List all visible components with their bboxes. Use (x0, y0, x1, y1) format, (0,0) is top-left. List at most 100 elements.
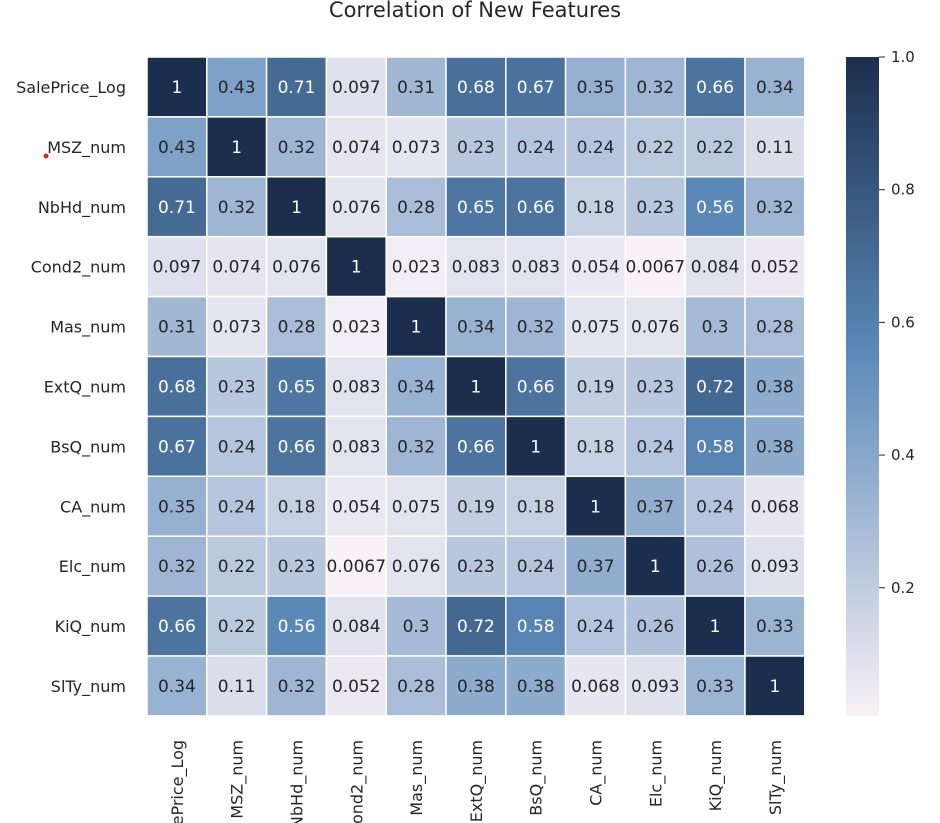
cell-value-label: 0.073 (212, 318, 261, 338)
heatmap-cell (624, 295, 686, 358)
heatmap-cell (744, 415, 806, 478)
cell-value-label: 0.11 (218, 677, 256, 697)
cell-value-label: 0.32 (517, 318, 555, 338)
cell-value-label: 0.22 (696, 138, 734, 158)
cell-value-label: 0.35 (577, 78, 615, 98)
cell-value-label: 0.26 (636, 617, 674, 637)
cell-value-label: 1 (171, 78, 182, 98)
cell-value-label: 0.074 (212, 258, 261, 278)
heatmap-cell (505, 415, 567, 478)
cell-value-label: 0.18 (577, 198, 615, 218)
cell-value-label: 0.38 (457, 677, 495, 697)
cell-value-label: 0.097 (153, 258, 202, 278)
heatmap-cell (564, 535, 627, 597)
heatmap-cell (265, 235, 328, 298)
heatmap-cell (445, 655, 507, 717)
cell-value-label: 0.34 (397, 377, 435, 397)
heatmap-cell (265, 415, 328, 478)
cell-value-label: 0.34 (756, 78, 794, 98)
heatmap-cell (684, 535, 746, 597)
cell-value-label: 0.023 (332, 318, 381, 338)
heatmap-cell (325, 595, 387, 657)
cell-value-label: 0.023 (392, 258, 441, 278)
heatmap-cell (684, 116, 746, 178)
cell-value-label: 0.083 (332, 377, 381, 397)
column-labels: SalePrice_Log MSZ_num NbHd_num Cond2_num Mas… (168, 740, 786, 823)
heatmap-cell (265, 595, 328, 657)
cell-value-label: 0.24 (577, 138, 615, 158)
cell-value-label: 0.11 (756, 138, 794, 158)
row-tick-label: ExtQ_num (44, 377, 126, 397)
cell-value-label: 0.43 (158, 138, 196, 158)
heatmap-cell (564, 595, 627, 657)
heatmap-cell (325, 295, 387, 358)
cell-value-label: 1 (650, 557, 661, 577)
heatmap-cell (385, 655, 447, 717)
heatmap-cell (265, 535, 328, 597)
cell-value-label: 0.43 (218, 78, 256, 98)
cell-value-label: 1 (291, 198, 302, 218)
heatmap-cell (445, 475, 507, 537)
cell-value-label: 0.052 (751, 258, 800, 278)
colorbar-tick-label: 0.8 (891, 181, 915, 199)
cell-value-label: 0.66 (457, 437, 495, 457)
row-tick-label: CA_num (60, 497, 126, 517)
column-tick-label: CA_num (587, 740, 607, 806)
cell-value-label: 1 (769, 677, 780, 697)
cell-value-label: 0.65 (457, 198, 495, 218)
heatmap-cell (505, 176, 567, 238)
colorbar-gradient (846, 57, 879, 716)
cell-value-label: 0.32 (636, 78, 674, 98)
heatmap-cell (146, 655, 208, 717)
heatmap-cell (564, 475, 627, 537)
colorbar-tick-label: 1.0 (891, 48, 915, 66)
colorbar-tick-label: 0.2 (891, 579, 915, 597)
heatmap-cell (385, 475, 447, 537)
heatmap-cell (445, 355, 507, 418)
cell-value-label: 0.67 (517, 78, 555, 98)
cell-value-label: 0.32 (397, 437, 435, 457)
heatmap-cell (505, 235, 567, 298)
heatmap-cell (146, 176, 208, 238)
row-tick-label: Cond2_num (31, 258, 126, 278)
cell-value-label: 0.23 (278, 557, 316, 577)
cell-value-label: 0.32 (218, 198, 256, 218)
heatmap-cell (385, 595, 447, 657)
cell-value-label: 0.34 (158, 677, 196, 697)
colorbar-tick-label: 0.6 (891, 313, 915, 331)
cell-value-label: 0.72 (457, 617, 495, 637)
cell-value-label: 0.076 (332, 198, 381, 218)
heatmap-cell (624, 655, 686, 717)
cell-value-label: 0.076 (392, 557, 441, 577)
cell-value-label: 0.054 (332, 497, 381, 517)
heatmap-cell (146, 475, 208, 537)
heatmap-cell (744, 355, 806, 418)
cell-value-label: 0.32 (278, 138, 316, 158)
cell-value-label: 0.58 (696, 437, 734, 457)
cell-value-label: 0.24 (218, 437, 256, 457)
cell-value-label: 0.22 (218, 557, 256, 577)
cell-value-label: 1 (530, 437, 541, 457)
heatmap-cell (744, 56, 806, 118)
cell-value-label: 0.0067 (626, 258, 685, 278)
cell-value-label: 0.22 (636, 138, 674, 158)
heatmap-cells: 1 0.43 0.71 0.097 0.31 0.68 0.67 0.35 0.32 0.66 0.… (146, 56, 806, 717)
cell-value-label: 0.28 (278, 318, 316, 338)
heatmap-cell (744, 176, 806, 238)
cell-value-label: 0.56 (696, 198, 734, 218)
heatmap-cell (206, 56, 268, 118)
cell-value-label: 0.083 (452, 258, 501, 278)
cell-value-label: 0.37 (636, 497, 674, 517)
column-tick-label: NbHd_num (288, 740, 308, 823)
heatmap-cell (505, 116, 567, 178)
chart-title: Correlation of New Features (329, 0, 621, 22)
heatmap-cell (385, 176, 447, 238)
heatmap-cell (206, 475, 268, 537)
row-tick-label: MSZ_num (47, 138, 126, 158)
heatmap-cell (146, 535, 208, 597)
cell-value-label: 0.71 (158, 198, 196, 218)
cell-value-label: 0.68 (457, 78, 495, 98)
row-tick-label: NbHd_num (38, 198, 126, 218)
column-tick-label: Cond2_num (347, 740, 367, 823)
cell-value-label: 0.35 (158, 497, 196, 517)
